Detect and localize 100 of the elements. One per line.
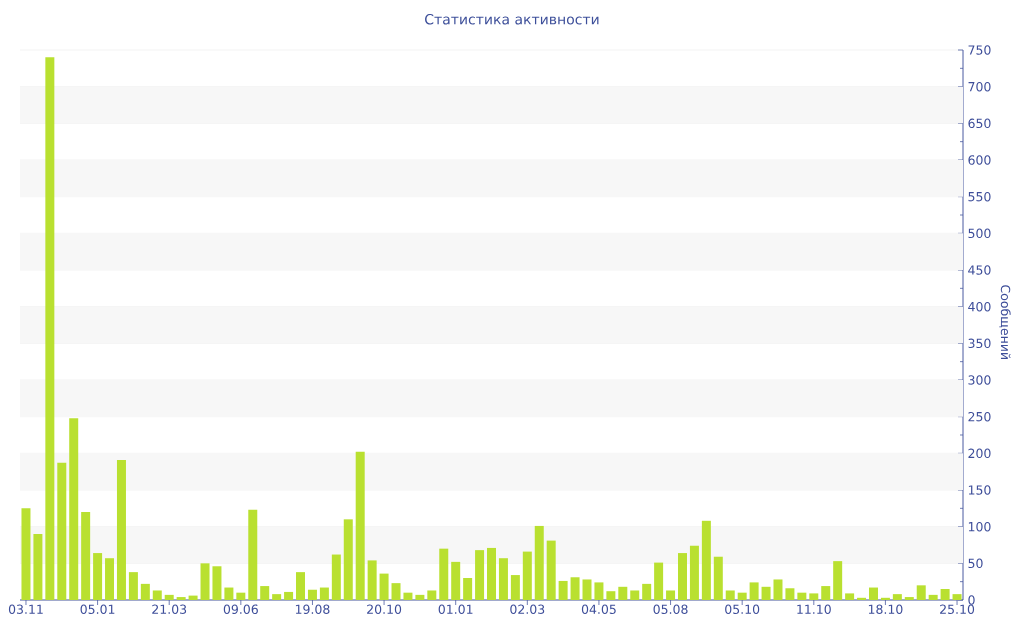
bar <box>331 554 341 600</box>
bar <box>534 525 544 600</box>
bar <box>439 548 449 600</box>
bar <box>200 563 210 600</box>
y-tick-label: 150 <box>968 485 991 495</box>
bar <box>857 597 867 600</box>
y-tick-label: 550 <box>968 191 991 202</box>
y-tick-label: 300 <box>968 375 991 385</box>
bar <box>463 578 473 600</box>
bar <box>105 558 115 600</box>
bar <box>749 582 759 600</box>
bar <box>833 561 843 600</box>
bar <box>809 593 819 600</box>
x-tick-label: 02.03 <box>510 604 545 614</box>
bar <box>570 577 580 600</box>
x-tick-label: 18.10 <box>868 604 903 614</box>
y-axis-title: Сообщений <box>999 285 1011 359</box>
y-tick-label: 400 <box>968 301 991 312</box>
x-tick-label: 25.10 <box>940 604 975 614</box>
bar <box>880 597 890 600</box>
bar <box>773 579 783 600</box>
y-tick-label: 600 <box>968 155 991 165</box>
bar <box>845 593 855 600</box>
y-tick-label: 250 <box>968 411 991 422</box>
bar <box>558 580 568 600</box>
bar <box>21 508 31 600</box>
bar <box>940 589 950 600</box>
y-tick-label: 350 <box>968 338 991 349</box>
bar <box>916 585 926 600</box>
bar <box>797 592 807 600</box>
bar <box>355 451 365 600</box>
y-tick-label: 450 <box>968 265 991 275</box>
bar <box>522 551 532 600</box>
bar <box>33 534 43 600</box>
y-tick-label: 650 <box>968 118 991 129</box>
bar <box>236 592 246 600</box>
bar <box>475 550 485 600</box>
bar <box>296 572 306 600</box>
y-tick-label: 200 <box>968 448 991 459</box>
bar <box>868 587 878 600</box>
x-tick-label: 04.05 <box>581 604 616 614</box>
chart-title: Статистика активности <box>425 13 599 25</box>
bar <box>427 590 437 600</box>
bar <box>498 558 508 600</box>
bar <box>212 566 222 600</box>
y-tick-label: 700 <box>968 81 991 92</box>
bar <box>176 597 186 600</box>
x-tick-label: 09.06 <box>223 604 258 614</box>
x-tick-label: 11.10 <box>797 604 831 614</box>
bar <box>510 575 520 600</box>
x-tick-label: 05.08 <box>653 604 688 614</box>
bar <box>284 591 294 600</box>
bar <box>821 586 831 600</box>
bar <box>415 594 425 600</box>
x-tick-label: 21.03 <box>152 604 187 614</box>
bar <box>713 556 723 600</box>
bar <box>391 583 401 600</box>
bar <box>45 57 55 600</box>
bar <box>367 560 377 600</box>
bar <box>594 582 604 600</box>
bar <box>606 591 616 600</box>
bar <box>487 547 496 600</box>
bar <box>678 553 687 600</box>
y-tick-label: 50 <box>968 558 983 569</box>
bar <box>379 573 389 600</box>
x-tick-label: 05.10 <box>725 604 760 614</box>
y-tick-label: 500 <box>968 228 991 239</box>
x-tick-label: 03.11 <box>8 604 43 614</box>
bar <box>904 597 914 600</box>
bar <box>128 572 138 600</box>
bar <box>737 592 747 600</box>
bar <box>272 594 282 600</box>
bar <box>952 594 962 600</box>
bar <box>188 595 198 600</box>
bar <box>642 583 652 600</box>
bar <box>224 587 234 600</box>
bar <box>319 587 329 600</box>
bar <box>666 590 676 600</box>
bar <box>248 509 258 600</box>
y-tick-label: 750 <box>968 45 991 55</box>
bar <box>307 589 317 600</box>
bar <box>343 519 353 600</box>
x-tick-label: 05.01 <box>80 604 115 614</box>
bar <box>152 590 162 600</box>
bar <box>761 586 771 600</box>
bar <box>689 545 699 600</box>
y-tick-label: 0 <box>968 595 975 605</box>
y-tick-label: 100 <box>968 521 991 532</box>
bar <box>81 512 91 600</box>
bar <box>618 586 628 600</box>
bar <box>928 594 938 600</box>
bar <box>140 583 150 600</box>
bar <box>892 594 902 600</box>
bar <box>654 562 664 600</box>
bar <box>57 462 67 600</box>
bar <box>93 553 103 600</box>
bar <box>725 590 735 600</box>
bar <box>69 418 79 600</box>
x-tick-label: 01.01 <box>438 604 473 614</box>
bar <box>785 588 795 600</box>
